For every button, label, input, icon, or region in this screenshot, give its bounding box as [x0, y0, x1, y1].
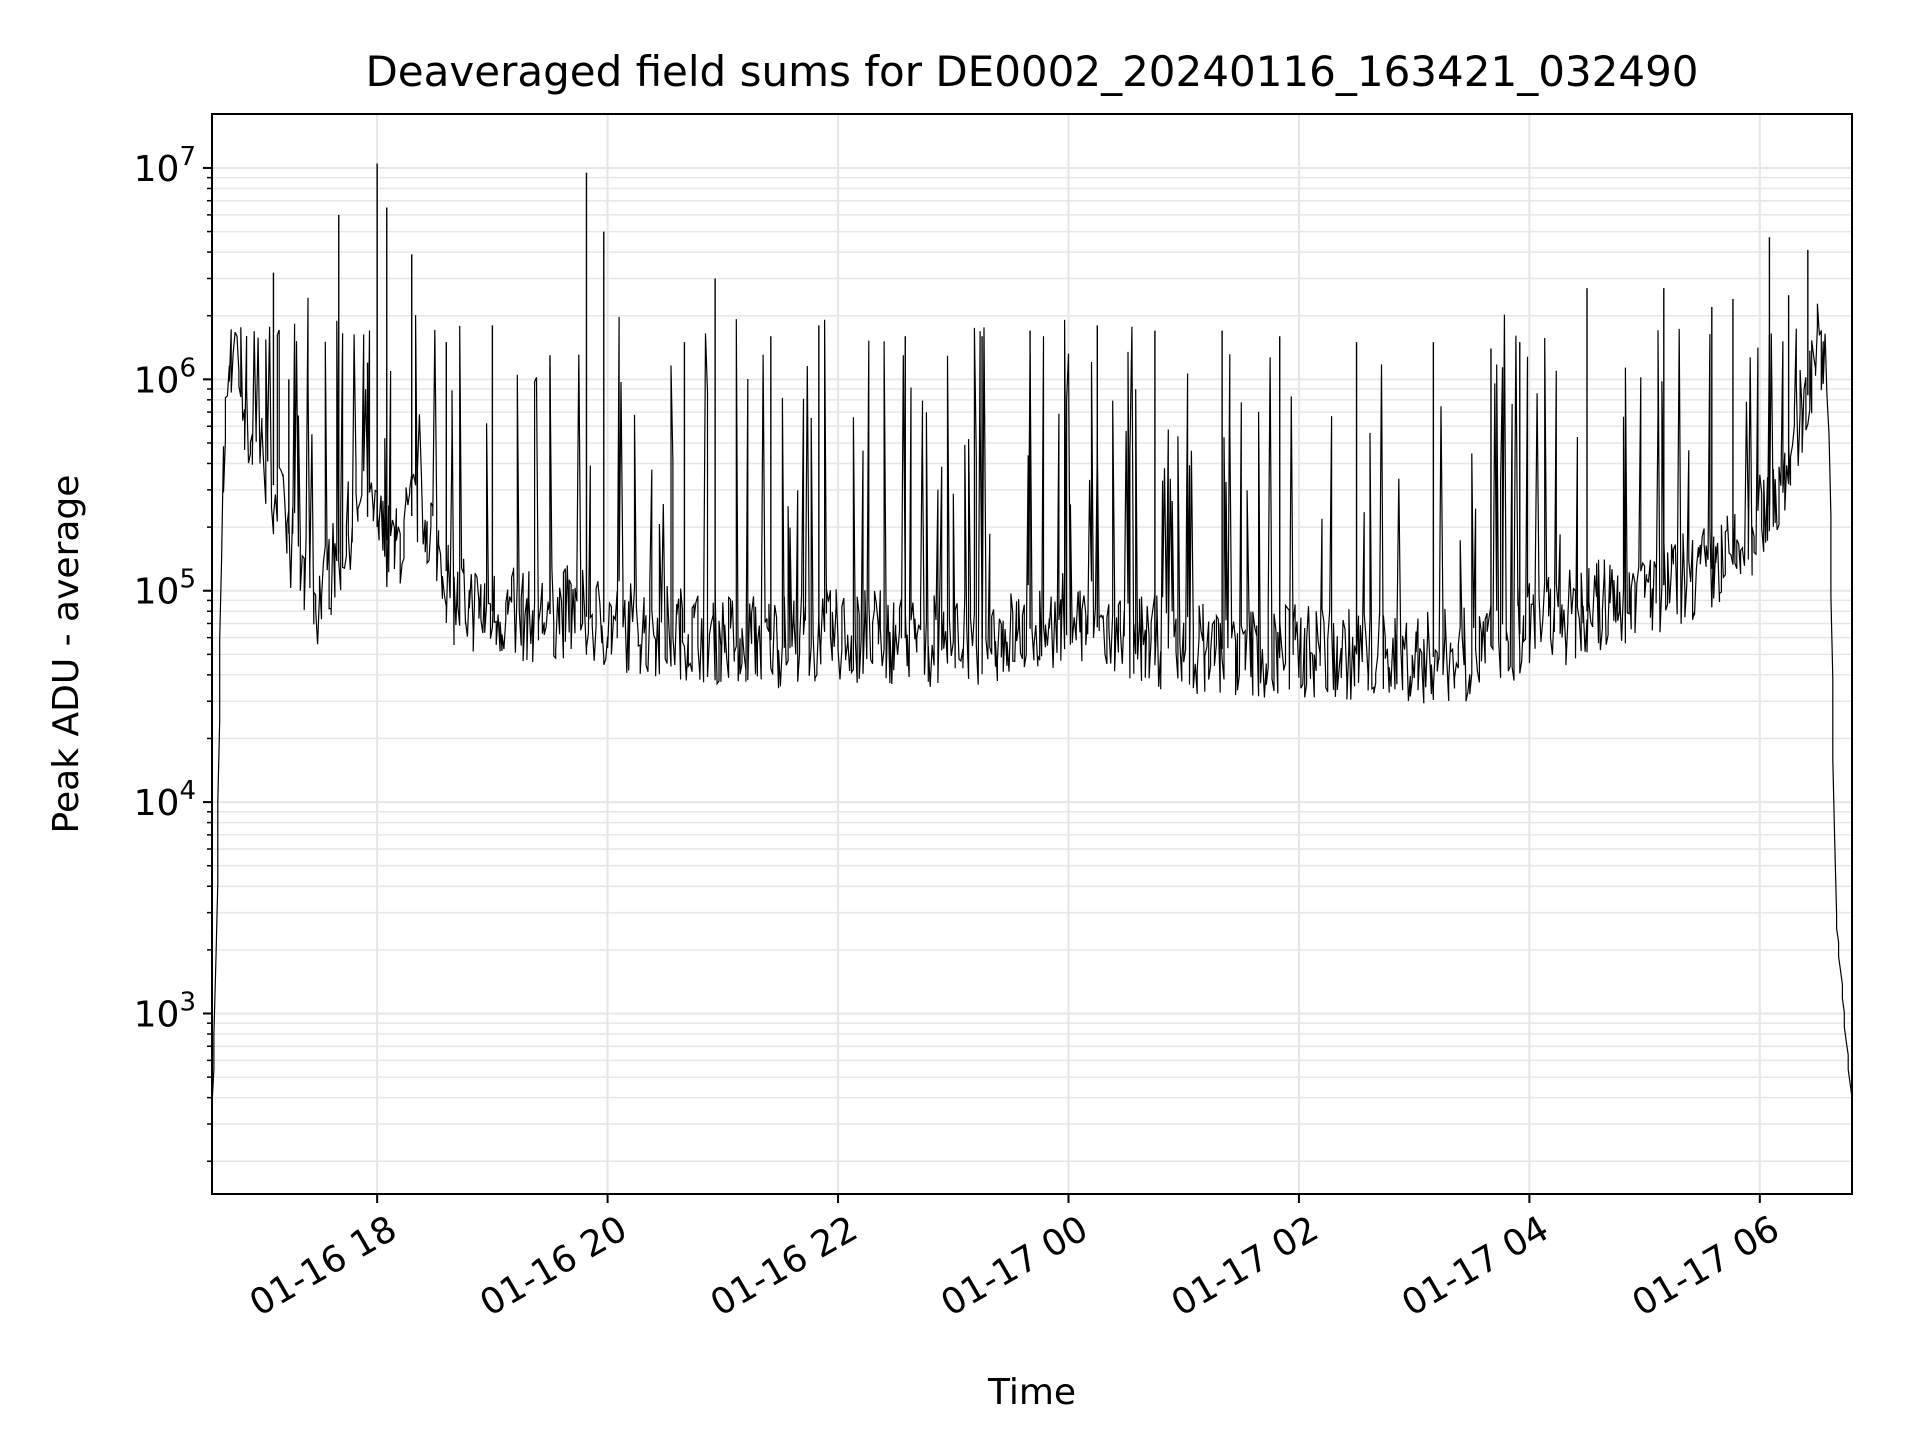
y-tick-label: 107: [134, 142, 196, 190]
y-tick-label: 105: [134, 565, 196, 613]
x-axis-label: Time: [987, 1372, 1076, 1413]
series-layer: [211, 163, 1853, 1141]
grid-layer: [212, 114, 1852, 1194]
y-tick-label: 106: [134, 353, 196, 401]
chart-title: Deaveraged field sums for DE0002_2024011…: [365, 47, 1698, 96]
y-tick-label: 103: [134, 988, 196, 1036]
y-axis-label: Peak ADU - average: [46, 475, 87, 834]
y-tick-label: 104: [134, 776, 196, 824]
series-line: [211, 297, 1853, 1141]
